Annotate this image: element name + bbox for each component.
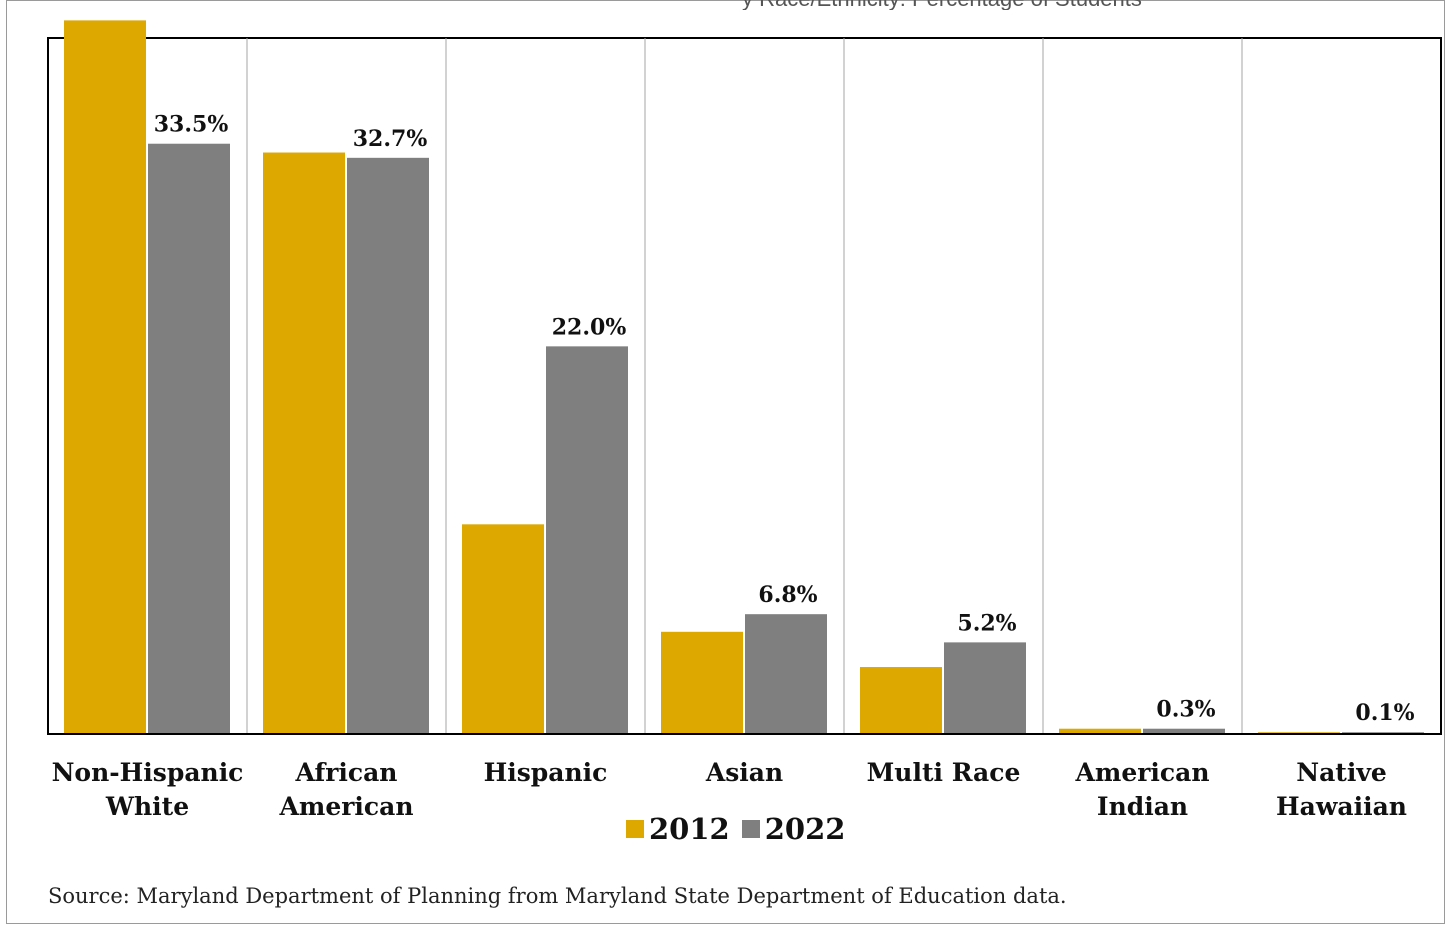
category-label-line: Hispanic bbox=[484, 758, 608, 787]
category-label-line: Indian bbox=[1097, 792, 1188, 821]
bar-2022-3 bbox=[745, 614, 827, 734]
bar-2012-3 bbox=[661, 631, 743, 734]
plot-border bbox=[47, 37, 1442, 735]
chart-frame bbox=[6, 0, 1445, 924]
category-label-line: African bbox=[295, 758, 398, 787]
category-label-line: American bbox=[1074, 758, 1209, 787]
category-label-0: Non-Hispanic White bbox=[52, 758, 244, 821]
category-label-line: Hawaiian bbox=[1276, 792, 1407, 821]
bar-2022-4 bbox=[944, 642, 1026, 734]
bar-2012-2 bbox=[462, 524, 544, 734]
bar-2022-1 bbox=[347, 157, 429, 734]
category-label-line: American bbox=[278, 792, 413, 821]
bar-2012-5 bbox=[1059, 728, 1141, 734]
category-label-6: Native Hawaiian bbox=[1276, 758, 1407, 821]
legend-item-2012: 2012 bbox=[626, 812, 730, 846]
category-label-line: Multi Race bbox=[867, 758, 1021, 787]
category-label-3: Asian bbox=[705, 758, 783, 787]
bar-2022-0 bbox=[148, 143, 230, 735]
category-label-2: Hispanic bbox=[484, 758, 608, 787]
data-label-2022-1: 32.7% bbox=[353, 126, 428, 152]
category-label-4: Multi Race bbox=[867, 758, 1021, 787]
data-label-2022-5: 0.3% bbox=[1156, 697, 1215, 723]
bar-2022-5 bbox=[1143, 728, 1225, 734]
legend-label-2022: 2022 bbox=[764, 812, 846, 846]
source-note: Source: Maryland Department of Planning … bbox=[48, 884, 1067, 908]
data-label-2022-2: 22.0% bbox=[552, 314, 627, 340]
chart-title-fragment: y Race/Ethnicity: Percentage of Students bbox=[742, 0, 1302, 10]
legend: 2012 2022 bbox=[626, 812, 857, 846]
category-label-line: White bbox=[105, 792, 189, 821]
category-label-line: Asian bbox=[705, 758, 783, 787]
category-label-5: American Indian bbox=[1074, 758, 1209, 821]
bar-2012-4 bbox=[860, 667, 942, 734]
bar-2022-2 bbox=[546, 346, 628, 734]
legend-swatch-2022 bbox=[741, 820, 760, 838]
category-label-line: Non-Hispanic bbox=[52, 758, 244, 787]
legend-swatch-2012 bbox=[626, 820, 644, 838]
data-label-2022-6: 0.1% bbox=[1355, 700, 1414, 726]
legend-item-2022: 2022 bbox=[741, 812, 846, 846]
bar-2012-1 bbox=[263, 152, 345, 735]
data-label-2022-4: 5.2% bbox=[957, 610, 1016, 636]
data-label-2022-0: 33.5% bbox=[154, 112, 229, 138]
category-label-line: Native bbox=[1296, 758, 1387, 787]
data-label-2022-3: 6.8% bbox=[758, 582, 817, 608]
category-label-1: African American bbox=[278, 758, 413, 821]
legend-label-2012: 2012 bbox=[649, 812, 730, 846]
plot-area: 33.5% Non-Hispanic White 32.7% African Americ… bbox=[47, 20, 1442, 821]
bar-2012-0 bbox=[64, 20, 146, 734]
